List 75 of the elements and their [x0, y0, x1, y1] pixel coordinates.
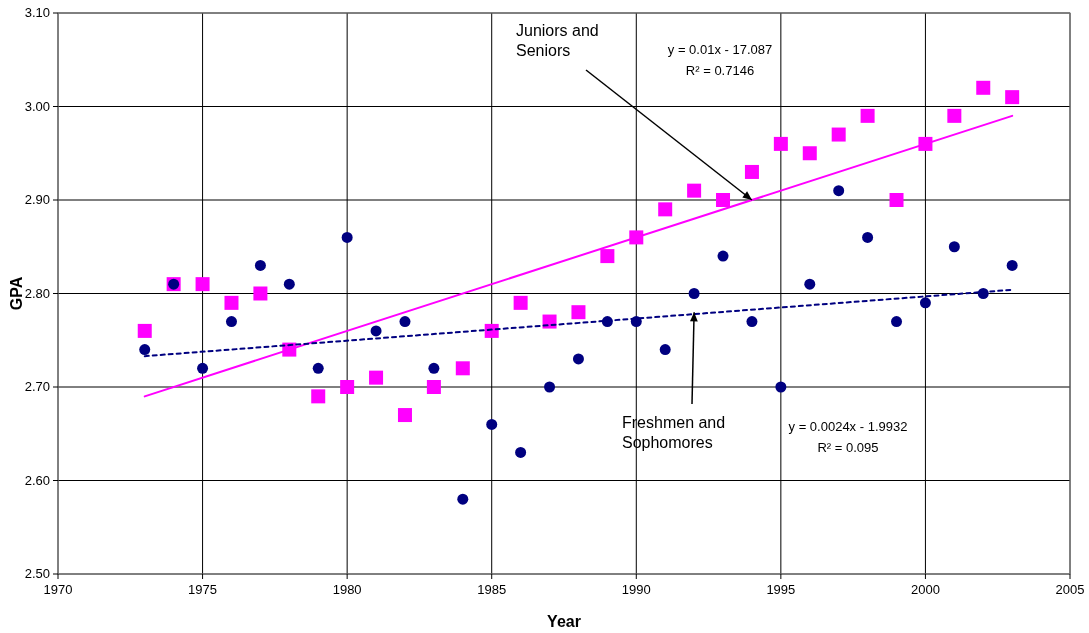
point [370, 325, 382, 337]
point [544, 381, 556, 393]
y-tick-label: 2.70 [24, 379, 50, 394]
point [455, 361, 470, 376]
point [254, 259, 266, 271]
annotation: R² = 0.095 [817, 440, 879, 455]
point [486, 418, 498, 430]
point [311, 389, 326, 404]
x-axis-title: Year [547, 613, 581, 630]
point [283, 278, 295, 290]
point [688, 288, 700, 299]
point [428, 362, 440, 374]
x-tick-label: 1995 [766, 582, 796, 597]
point [1005, 90, 1020, 105]
point [1006, 259, 1018, 271]
y-tick-label: 3.10 [24, 5, 50, 20]
annotation: y = 0.0024x - 1.9932 [788, 419, 908, 434]
point [919, 297, 931, 309]
point [457, 493, 469, 505]
x-tick-label: 1985 [477, 582, 507, 597]
point [948, 241, 960, 253]
point [947, 108, 962, 123]
y-tick-label: 3.00 [24, 98, 50, 114]
x-tick-label: 1980 [332, 582, 362, 597]
point [976, 80, 991, 95]
point [773, 136, 788, 151]
point [484, 323, 499, 338]
point [312, 362, 324, 374]
point [195, 277, 210, 292]
x-tick-label: 2000 [910, 582, 940, 597]
point [658, 202, 673, 217]
point [513, 295, 528, 310]
point [860, 108, 875, 123]
point [889, 193, 904, 207]
annotation: y = 0.01x - 17.087 [667, 42, 773, 57]
point [687, 183, 702, 198]
point [426, 380, 441, 394]
point [571, 305, 586, 320]
annotation: Juniors and Seniors [516, 22, 599, 59]
point [224, 295, 239, 310]
x-tick-label: 1970 [43, 582, 73, 597]
point [225, 316, 237, 328]
y-tick-label: 2.60 [24, 472, 50, 488]
point [659, 344, 671, 356]
point [717, 250, 729, 262]
point [137, 323, 152, 338]
point [804, 278, 816, 290]
point [515, 446, 527, 458]
x-tick-label: 1990 [621, 582, 651, 597]
point [862, 231, 874, 243]
point [340, 380, 355, 394]
point [831, 127, 846, 142]
point [397, 408, 412, 423]
point [746, 316, 758, 328]
point [716, 193, 731, 207]
point [369, 370, 384, 385]
point [775, 381, 787, 393]
x-tick-label: 1975 [188, 582, 218, 597]
y-tick-label: 2.50 [24, 566, 50, 581]
y-tick-label: 2.90 [24, 192, 50, 207]
y-axis-title: GPA [8, 276, 25, 311]
point [802, 146, 817, 161]
y-tick-label: 2.80 [24, 285, 50, 301]
annotation: R² = 0.7146 [685, 63, 755, 78]
point [341, 231, 353, 243]
point [399, 316, 411, 328]
point [891, 316, 903, 328]
point [197, 362, 209, 374]
x-tick-label: 2005 [1055, 582, 1085, 597]
point [139, 344, 151, 356]
point [833, 185, 845, 197]
point [572, 353, 584, 365]
point [600, 249, 615, 264]
point [744, 164, 759, 179]
point [253, 286, 268, 301]
